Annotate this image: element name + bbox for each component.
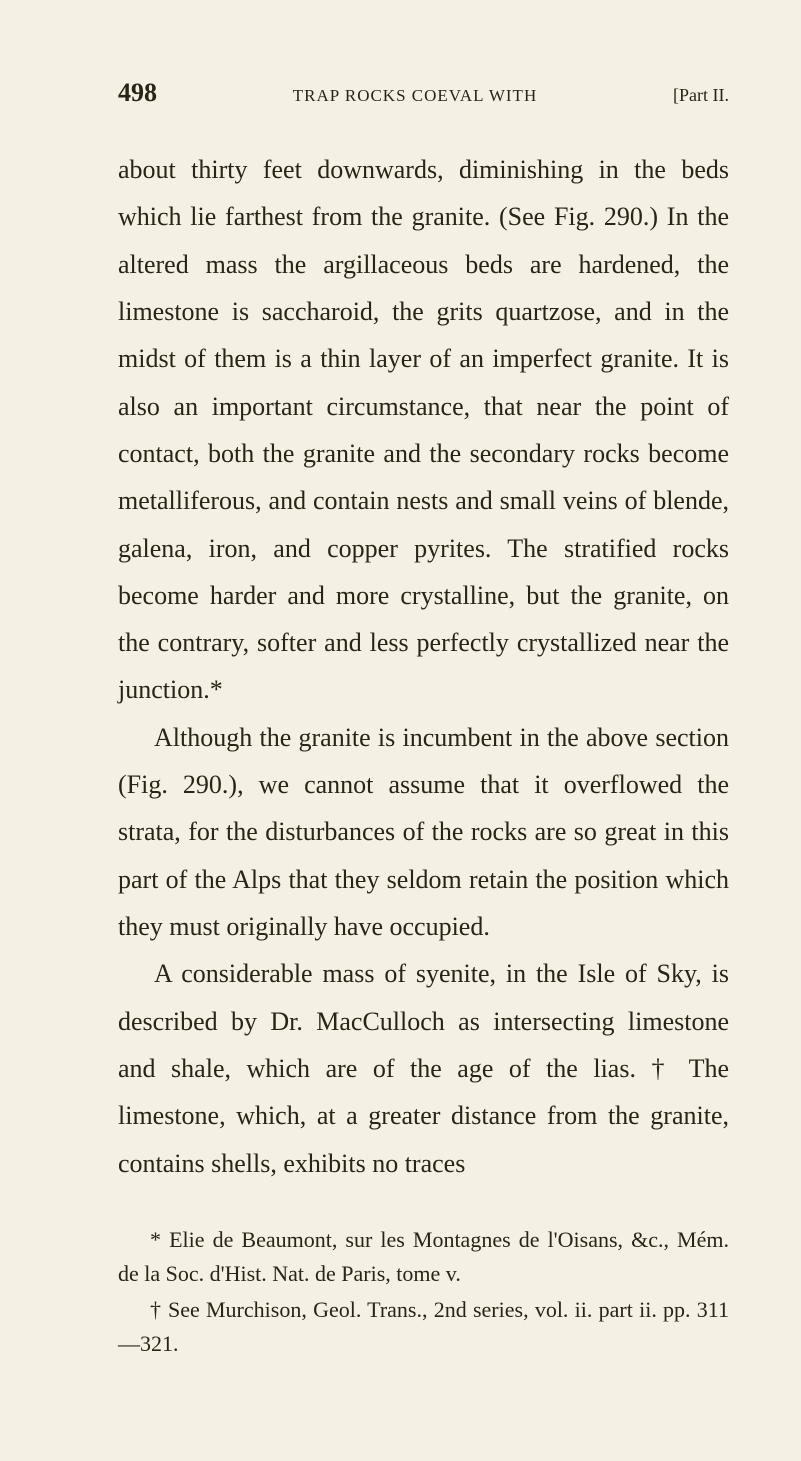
footnote-1: * Elie de Beaumont, sur les Montagnes de… (118, 1223, 729, 1291)
paragraph-2: Although the granite is incumbent in the… (118, 714, 729, 951)
footnotes-section: * Elie de Beaumont, sur les Montagnes de… (118, 1223, 729, 1361)
paragraph-3: A considerable mass of syenite, in the I… (118, 950, 729, 1187)
page-header: 498 TRAP ROCKS COEVAL WITH [Part II. (118, 78, 729, 108)
footnote-2: † See Murchison, Geol. Trans., 2nd serie… (118, 1293, 729, 1361)
page-number: 498 (118, 78, 157, 108)
paragraph-1: about thirty feet downwards, diminishing… (118, 146, 729, 714)
body-text: about thirty feet downwards, diminishing… (118, 146, 729, 1187)
book-page: 498 TRAP ROCKS COEVAL WITH [Part II. abo… (0, 0, 801, 1423)
part-label: [Part II. (673, 85, 729, 106)
running-title: TRAP ROCKS COEVAL WITH (157, 86, 673, 106)
